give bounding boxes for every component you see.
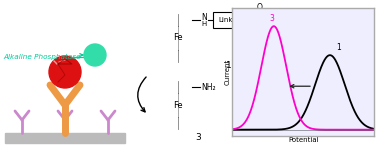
Y-axis label: Current: Current [225, 59, 231, 85]
Text: Alkaline Phosphatase: Alkaline Phosphatase [3, 54, 81, 60]
Text: 3: 3 [270, 14, 275, 23]
Text: O: O [257, 3, 263, 13]
Text: 3: 3 [195, 132, 201, 141]
Text: 1: 1 [226, 61, 232, 71]
Text: 1: 1 [336, 43, 341, 52]
Text: Linker: Linker [218, 17, 240, 23]
Text: Fe: Fe [173, 34, 183, 42]
Text: O⁻: O⁻ [270, 17, 279, 23]
Text: H: H [201, 21, 206, 27]
Circle shape [84, 44, 106, 66]
Bar [5, 133, 125, 143]
Text: P: P [257, 16, 263, 24]
X-axis label: Potential: Potential [288, 137, 319, 143]
Text: Fe: Fe [173, 101, 183, 109]
Text: N: N [201, 13, 207, 21]
FancyBboxPatch shape [213, 12, 245, 28]
Text: O: O [257, 27, 263, 37]
Text: NH₂: NH₂ [201, 82, 215, 92]
FancyArrowPatch shape [138, 77, 146, 112]
Circle shape [49, 56, 81, 88]
